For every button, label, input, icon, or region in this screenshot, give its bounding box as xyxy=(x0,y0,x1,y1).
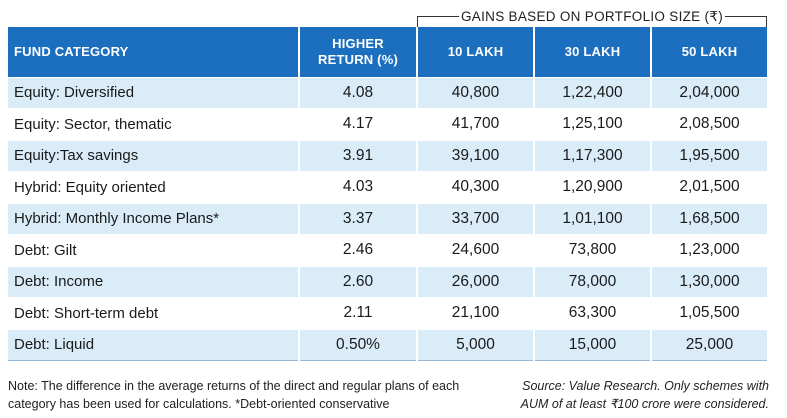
cell-category: Debt: Income xyxy=(8,265,300,298)
cell-gain-30: 1,20,900 xyxy=(534,171,652,203)
cell-gain-30: 1,22,400 xyxy=(534,76,652,109)
cell-gain-50: 2,04,000 xyxy=(651,76,767,109)
cell-gain-50: 2,08,500 xyxy=(651,108,767,140)
cell-gain-10: 41,700 xyxy=(417,108,535,140)
cell-category: Equity: Sector, thematic xyxy=(8,108,300,140)
cell-category: Equity:Tax savings xyxy=(8,139,300,172)
table-row: Equity: Sector, thematic 4.17 41,700 1,2… xyxy=(8,108,767,140)
table-row: Equity:Tax savings 3.91 39,100 1,17,300 … xyxy=(8,139,767,172)
cell-gain-30: 63,300 xyxy=(534,297,652,329)
cell-gain-30: 15,000 xyxy=(534,328,652,361)
cell-gain-10: 5,000 xyxy=(417,328,535,361)
header-higher-return-line2: RETURN (%) xyxy=(318,51,398,67)
table-row: Hybrid: Monthly Income Plans* 3.37 33,70… xyxy=(8,202,767,235)
cell-return: 4.17 xyxy=(299,108,418,140)
cell-gain-50: 1,68,500 xyxy=(651,202,767,235)
fund-returns-table: FUND CATEGORY HIGHER RETURN (%) 10 LAKH … xyxy=(8,27,767,361)
header-higher-return-line1: HIGHER xyxy=(332,35,384,51)
cell-gain-10: 40,800 xyxy=(417,76,535,109)
cell-return: 4.03 xyxy=(299,171,418,203)
cell-gain-30: 73,800 xyxy=(534,234,652,266)
gains-caption-text: GAINS BASED ON PORTFOLIO SIZE (₹) xyxy=(454,9,730,25)
cell-gain-10: 26,000 xyxy=(417,265,535,298)
cell-gain-50: 1,23,000 xyxy=(651,234,767,266)
table-header-row: FUND CATEGORY HIGHER RETURN (%) 10 LAKH … xyxy=(8,27,767,77)
cell-gain-10: 40,300 xyxy=(417,171,535,203)
header-fund-category: FUND CATEGORY xyxy=(8,27,300,77)
cell-gain-10: 39,100 xyxy=(417,139,535,172)
cell-gain-30: 1,01,100 xyxy=(534,202,652,235)
cell-gain-30: 78,000 xyxy=(534,265,652,298)
cell-return: 2.11 xyxy=(299,297,418,329)
cell-category: Debt: Short-term debt xyxy=(8,297,300,329)
cell-gain-10: 24,600 xyxy=(417,234,535,266)
cell-gain-50: 25,000 xyxy=(651,328,767,361)
header-30-lakh: 30 LAKH xyxy=(534,27,652,77)
cell-return: 2.60 xyxy=(299,265,418,298)
cell-gain-50: 1,30,000 xyxy=(651,265,767,298)
table-row: Debt: Gilt 2.46 24,600 73,800 1,23,000 xyxy=(8,234,767,266)
cell-category: Hybrid: Equity oriented xyxy=(8,171,300,203)
cell-return: 4.08 xyxy=(299,76,418,109)
source-note: Source: Value Research. Only schemes wit… xyxy=(520,379,769,411)
gains-caption: GAINS BASED ON PORTFOLIO SIZE (₹) xyxy=(417,7,767,28)
cell-gain-50: 1,05,500 xyxy=(651,297,767,329)
cell-category: Hybrid: Monthly Income Plans* xyxy=(8,202,300,235)
cell-return: 0.50% xyxy=(299,328,418,361)
cell-gain-30: 1,17,300 xyxy=(534,139,652,172)
cell-return: 2.46 xyxy=(299,234,418,266)
cell-return: 3.37 xyxy=(299,202,418,235)
caption-bracket-right xyxy=(725,16,767,28)
table-row: Debt: Liquid 0.50% 5,000 15,000 25,000 xyxy=(8,328,767,361)
table-row: Hybrid: Equity oriented 4.03 40,300 1,20… xyxy=(8,171,767,203)
table-row: Equity: Diversified 4.08 40,800 1,22,400… xyxy=(8,76,767,109)
table-row: Debt: Short-term debt 2.11 21,100 63,300… xyxy=(8,297,767,329)
cell-gain-50: 1,95,500 xyxy=(651,139,767,172)
cell-category: Debt: Gilt xyxy=(8,234,300,266)
cell-gain-30: 1,25,100 xyxy=(534,108,652,140)
cell-gain-50: 2,01,500 xyxy=(651,171,767,203)
cell-gain-10: 21,100 xyxy=(417,297,535,329)
cell-gain-10: 33,700 xyxy=(417,202,535,235)
header-higher-return: HIGHER RETURN (%) xyxy=(299,27,418,77)
header-10-lakh: 10 LAKH xyxy=(417,27,535,77)
cell-return: 3.91 xyxy=(299,139,418,172)
cell-category: Equity: Diversified xyxy=(8,76,300,109)
header-50-lakh: 50 LAKH xyxy=(651,27,767,77)
table-row: Debt: Income 2.60 26,000 78,000 1,30,000 xyxy=(8,265,767,298)
footnote: Note: The difference in the average retu… xyxy=(8,379,460,411)
caption-bracket-left xyxy=(417,16,459,28)
cell-category: Debt: Liquid xyxy=(8,328,300,361)
